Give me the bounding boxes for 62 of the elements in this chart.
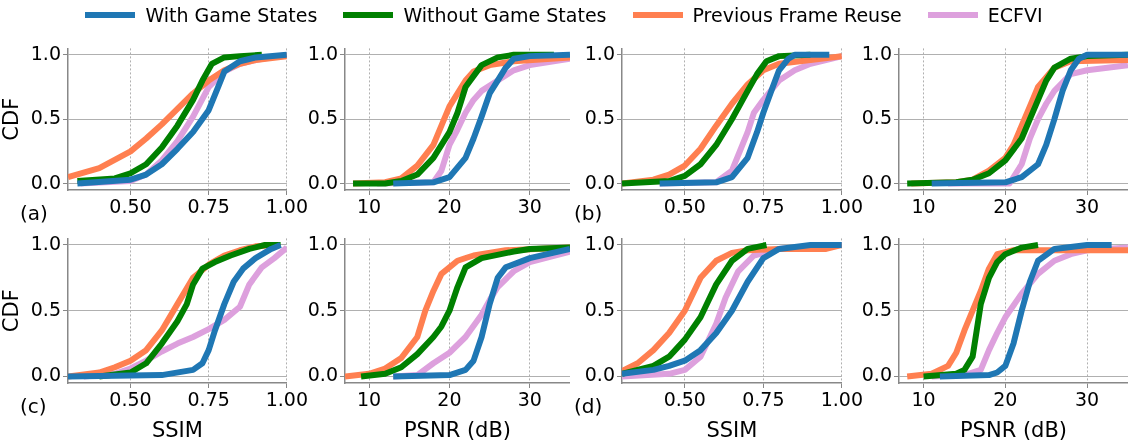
- y-tick-label: 0.0: [584, 363, 615, 386]
- x-tick-label: 10: [357, 388, 382, 411]
- y-tick-label: 0.0: [861, 170, 892, 193]
- y-tick-label: 0.0: [30, 363, 61, 386]
- y-tick-label: 1.0: [30, 231, 61, 254]
- x-tick-label: 1.00: [820, 388, 863, 411]
- x-tick-label: 0.75: [187, 195, 230, 218]
- y-tick-label: 0.5: [30, 297, 61, 320]
- legend-label: With Game States: [145, 4, 318, 26]
- x-axis-title: SSIM: [706, 417, 758, 442]
- y-tick-label: 1.0: [584, 41, 615, 64]
- x-tick-label: 30: [517, 195, 542, 218]
- x-tick-label: 0.75: [742, 388, 785, 411]
- y-tick-label: 1.0: [30, 41, 61, 64]
- y-tick-label: 0.0: [307, 363, 338, 386]
- x-tick-label: 30: [1075, 195, 1100, 218]
- x-tick-label: 1.00: [265, 195, 308, 218]
- y-tick-label: 1.0: [307, 231, 338, 254]
- x-tick-label: 20: [993, 195, 1018, 218]
- x-tick-label: 20: [993, 388, 1018, 411]
- legend-label: ECFVI: [987, 4, 1043, 26]
- x-tick-label: 30: [1075, 388, 1100, 411]
- legend-label: Without Game States: [403, 4, 607, 26]
- y-tick-label: 1.0: [861, 231, 892, 254]
- y-tick-label: 0.5: [584, 106, 615, 129]
- x-axis-title: PSNR (dB): [403, 417, 512, 442]
- y-axis-title: CDF: [0, 289, 24, 333]
- x-tick-label: 20: [437, 195, 462, 218]
- x-tick-label: 0.75: [742, 195, 785, 218]
- text: (d): [574, 394, 603, 419]
- y-tick-label: 0.5: [861, 106, 892, 129]
- y-tick-label: 0.5: [30, 106, 61, 129]
- x-tick-label: 10: [911, 388, 936, 411]
- y-tick-label: 1.0: [584, 231, 615, 254]
- x-axis-title: SSIM: [151, 417, 203, 442]
- text: (a): [20, 201, 48, 226]
- y-axis-title: CDF: [0, 97, 24, 141]
- x-tick-label: 30: [517, 388, 542, 411]
- y-tick-label: 1.0: [861, 41, 892, 64]
- x-tick-label: 0.75: [187, 388, 230, 411]
- text: (c): [20, 394, 47, 419]
- y-tick-label: 0.5: [307, 297, 338, 320]
- x-tick-label: 0.50: [663, 195, 706, 218]
- y-tick-label: 0.5: [584, 297, 615, 320]
- x-tick-label: 10: [357, 195, 382, 218]
- x-tick-label: 0.50: [109, 195, 152, 218]
- y-tick-label: 0.5: [861, 297, 892, 320]
- x-tick-label: 10: [911, 195, 936, 218]
- x-tick-label: 0.50: [663, 388, 706, 411]
- x-tick-label: 20: [437, 388, 462, 411]
- y-tick-label: 0.5: [307, 106, 338, 129]
- y-tick-label: 0.0: [584, 170, 615, 193]
- legend-label: Previous Frame Reuse: [692, 4, 902, 26]
- y-tick-label: 0.0: [30, 170, 61, 193]
- y-tick-label: 1.0: [307, 41, 338, 64]
- y-tick-label: 0.0: [861, 363, 892, 386]
- x-tick-label: 0.50: [109, 388, 152, 411]
- text: (b): [574, 201, 603, 226]
- x-tick-label: 1.00: [820, 195, 863, 218]
- y-tick-label: 0.0: [307, 170, 338, 193]
- x-axis-title: PSNR (dB): [959, 417, 1068, 442]
- x-tick-label: 1.00: [265, 388, 308, 411]
